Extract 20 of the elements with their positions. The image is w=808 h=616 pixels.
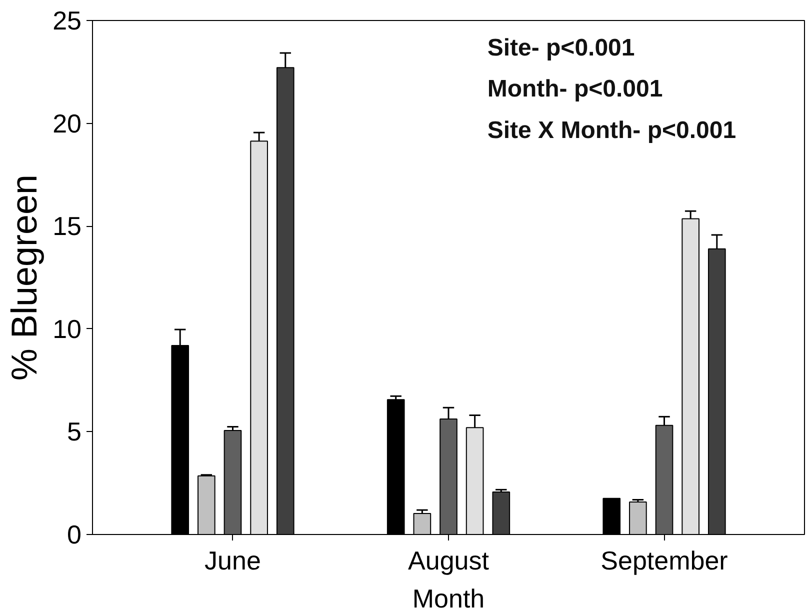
bar — [413, 513, 432, 534]
x-tick-label: August — [408, 546, 490, 576]
annotation: Month- p<0.001 — [487, 76, 663, 103]
bar — [602, 498, 621, 534]
x-axis-title: Month — [412, 584, 485, 614]
y-axis-title: % Bluegreen — [4, 174, 45, 381]
x-tick-label: September — [600, 546, 728, 576]
annotation: Site X Month- p<0.001 — [487, 116, 736, 144]
y-tick-label: 20 — [52, 108, 82, 138]
bar — [386, 399, 405, 534]
bar — [629, 502, 647, 534]
x-tick-label: June — [204, 546, 261, 576]
y-tick-label: 15 — [52, 211, 82, 242]
y-tick-label: 25 — [52, 6, 82, 36]
bar — [492, 491, 510, 534]
y-tick-label: 10 — [52, 314, 82, 344]
bar — [198, 475, 216, 534]
y-tick-label: 0 — [67, 520, 82, 550]
y-tick-label: 5 — [67, 416, 82, 447]
annotation: Site- p<0.001 — [487, 34, 635, 62]
